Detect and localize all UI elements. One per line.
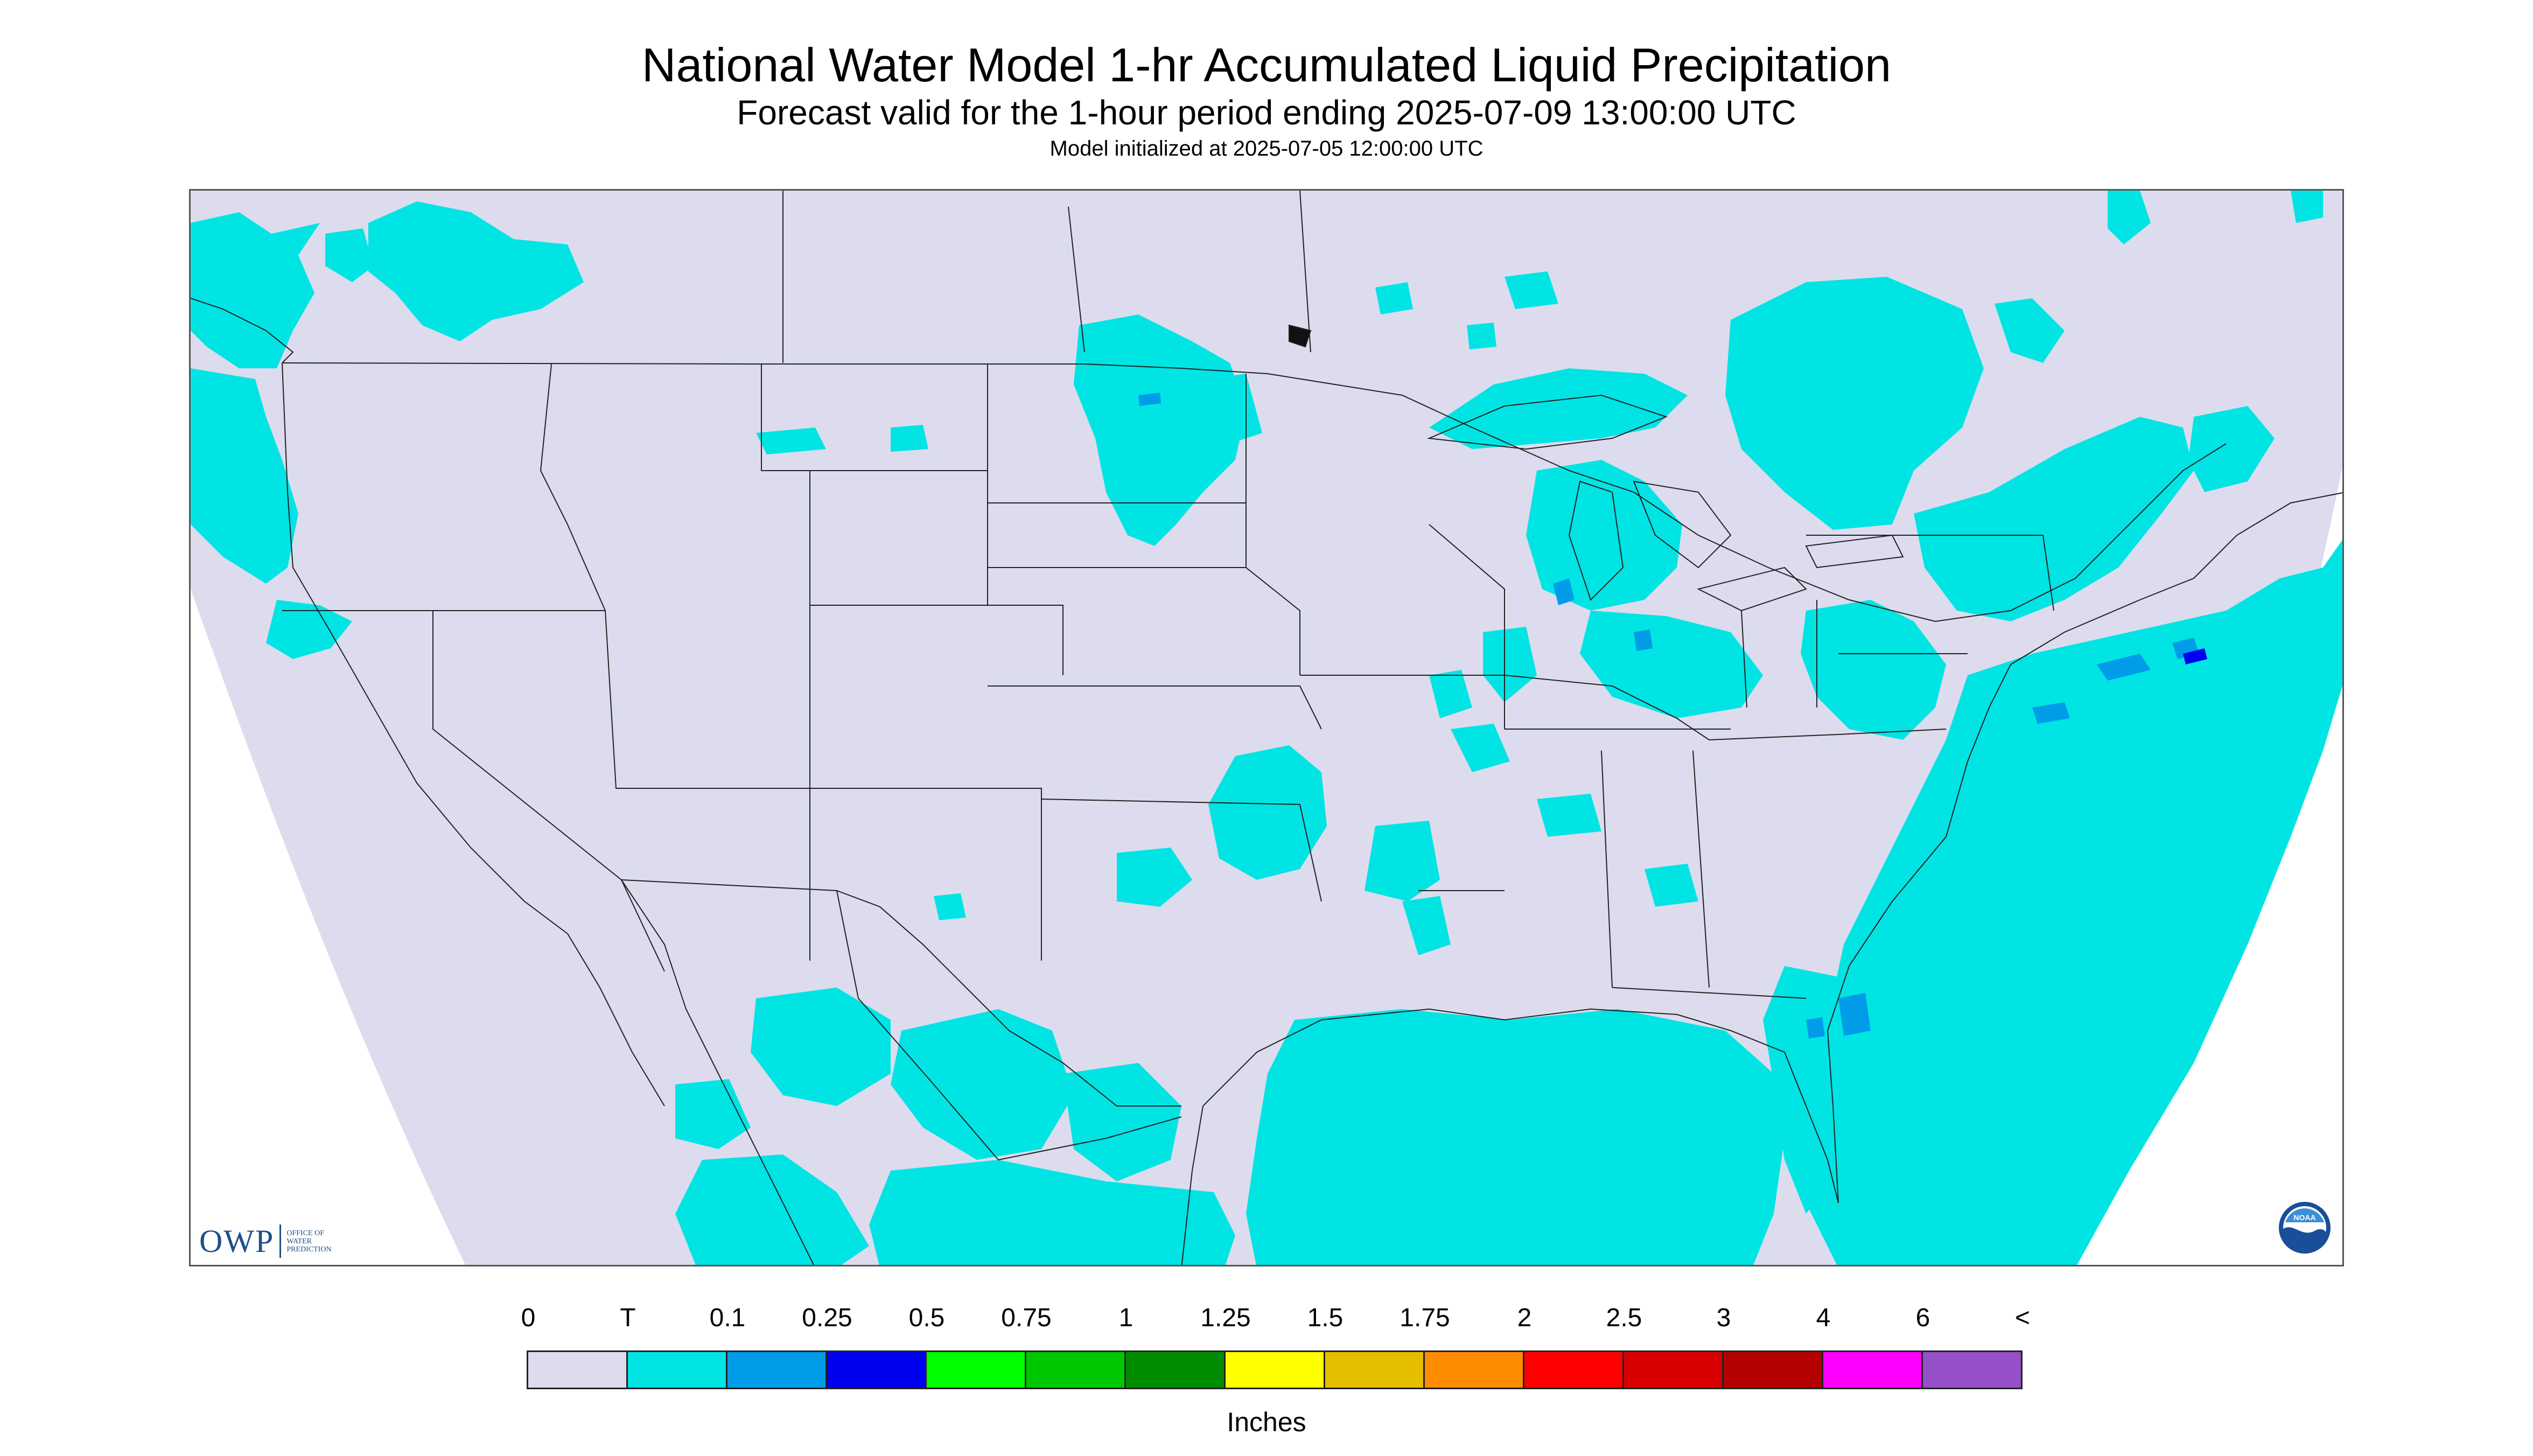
legend-swatch xyxy=(827,1352,927,1388)
legend-swatch xyxy=(628,1352,727,1388)
legend-swatch xyxy=(1425,1352,1524,1388)
legend-tick-label: 0.25 xyxy=(802,1304,852,1332)
legend-tick-label: 1.5 xyxy=(1307,1304,1344,1332)
owp-subtext-line: PREDICTION xyxy=(286,1245,332,1254)
legend-tick-label: 1 xyxy=(1118,1304,1133,1332)
precip-0.25-area xyxy=(2183,648,2207,664)
legend-swatch xyxy=(1524,1352,1624,1388)
legend-tick-label: 6 xyxy=(1915,1304,1930,1332)
legend-swatch xyxy=(1923,1352,2021,1388)
legend-unit-label: Inches xyxy=(1227,1407,1306,1437)
owp-subtext-line: WATER xyxy=(286,1237,312,1245)
owp-logo: OWP OFFICE OF WATER PREDICTION xyxy=(199,1222,332,1260)
precip-0.1-areas xyxy=(1138,393,2199,1039)
owp-logo-text: OWP xyxy=(199,1223,275,1259)
legend-tick-label: 0 xyxy=(521,1304,536,1332)
legend-swatch xyxy=(1126,1352,1226,1388)
owp-logo-divider xyxy=(279,1224,282,1258)
legend-tick-label: < xyxy=(2014,1304,2031,1332)
legend-tick-label: T xyxy=(620,1304,636,1332)
noaa-logo: NOAA xyxy=(2279,1202,2331,1254)
legend-tick-label: 1.75 xyxy=(1400,1304,1450,1332)
legend-swatch xyxy=(1325,1352,1425,1388)
noaa-logo-text: NOAA xyxy=(2293,1213,2315,1222)
legend-tick-label: 2.5 xyxy=(1606,1304,1642,1332)
legend-swatch xyxy=(1724,1352,1823,1388)
owp-logo-subtext: OFFICE OF WATER PREDICTION xyxy=(286,1229,331,1254)
legend-swatch xyxy=(727,1352,827,1388)
political-boundaries xyxy=(191,191,2342,1265)
precipitation-map xyxy=(189,189,2344,1266)
legend-labels: 0 T 0.1 0.25 0.5 0.75 1 1.25 1.5 1.75 2 2.5 3 4 6 < xyxy=(0,1303,2533,1335)
legend-tick-label: 3 xyxy=(1716,1304,1731,1332)
map-canvas xyxy=(191,191,2342,1265)
legend-tick-label: 0.75 xyxy=(1001,1304,1052,1332)
precip-trace-areas xyxy=(191,191,2342,1265)
map-subtitle: Forecast valid for the 1-hour period end… xyxy=(737,93,1796,132)
legend-swatch xyxy=(1624,1352,1724,1388)
map-title: National Water Model 1-hr Accumulated Li… xyxy=(641,38,1892,92)
legend-swatch xyxy=(1823,1352,1923,1388)
legend-swatch xyxy=(1026,1352,1126,1388)
owp-subtext-line: OFFICE OF xyxy=(286,1229,324,1237)
legend-tick-label: 0.1 xyxy=(709,1304,746,1332)
legend-tick-label: 2 xyxy=(1517,1304,1532,1332)
legend-tick-label: 1.25 xyxy=(1200,1304,1251,1332)
legend-tick-label: 4 xyxy=(1816,1304,1831,1332)
legend-colorbar xyxy=(527,1350,2023,1389)
legend-swatch xyxy=(927,1352,1026,1388)
legend-swatch xyxy=(1226,1352,1325,1388)
model-init-line: Model initialized at 2025-07-05 12:00:00… xyxy=(1049,137,1484,160)
legend-swatch xyxy=(528,1352,628,1388)
legend-tick-label: 0.5 xyxy=(908,1304,945,1332)
